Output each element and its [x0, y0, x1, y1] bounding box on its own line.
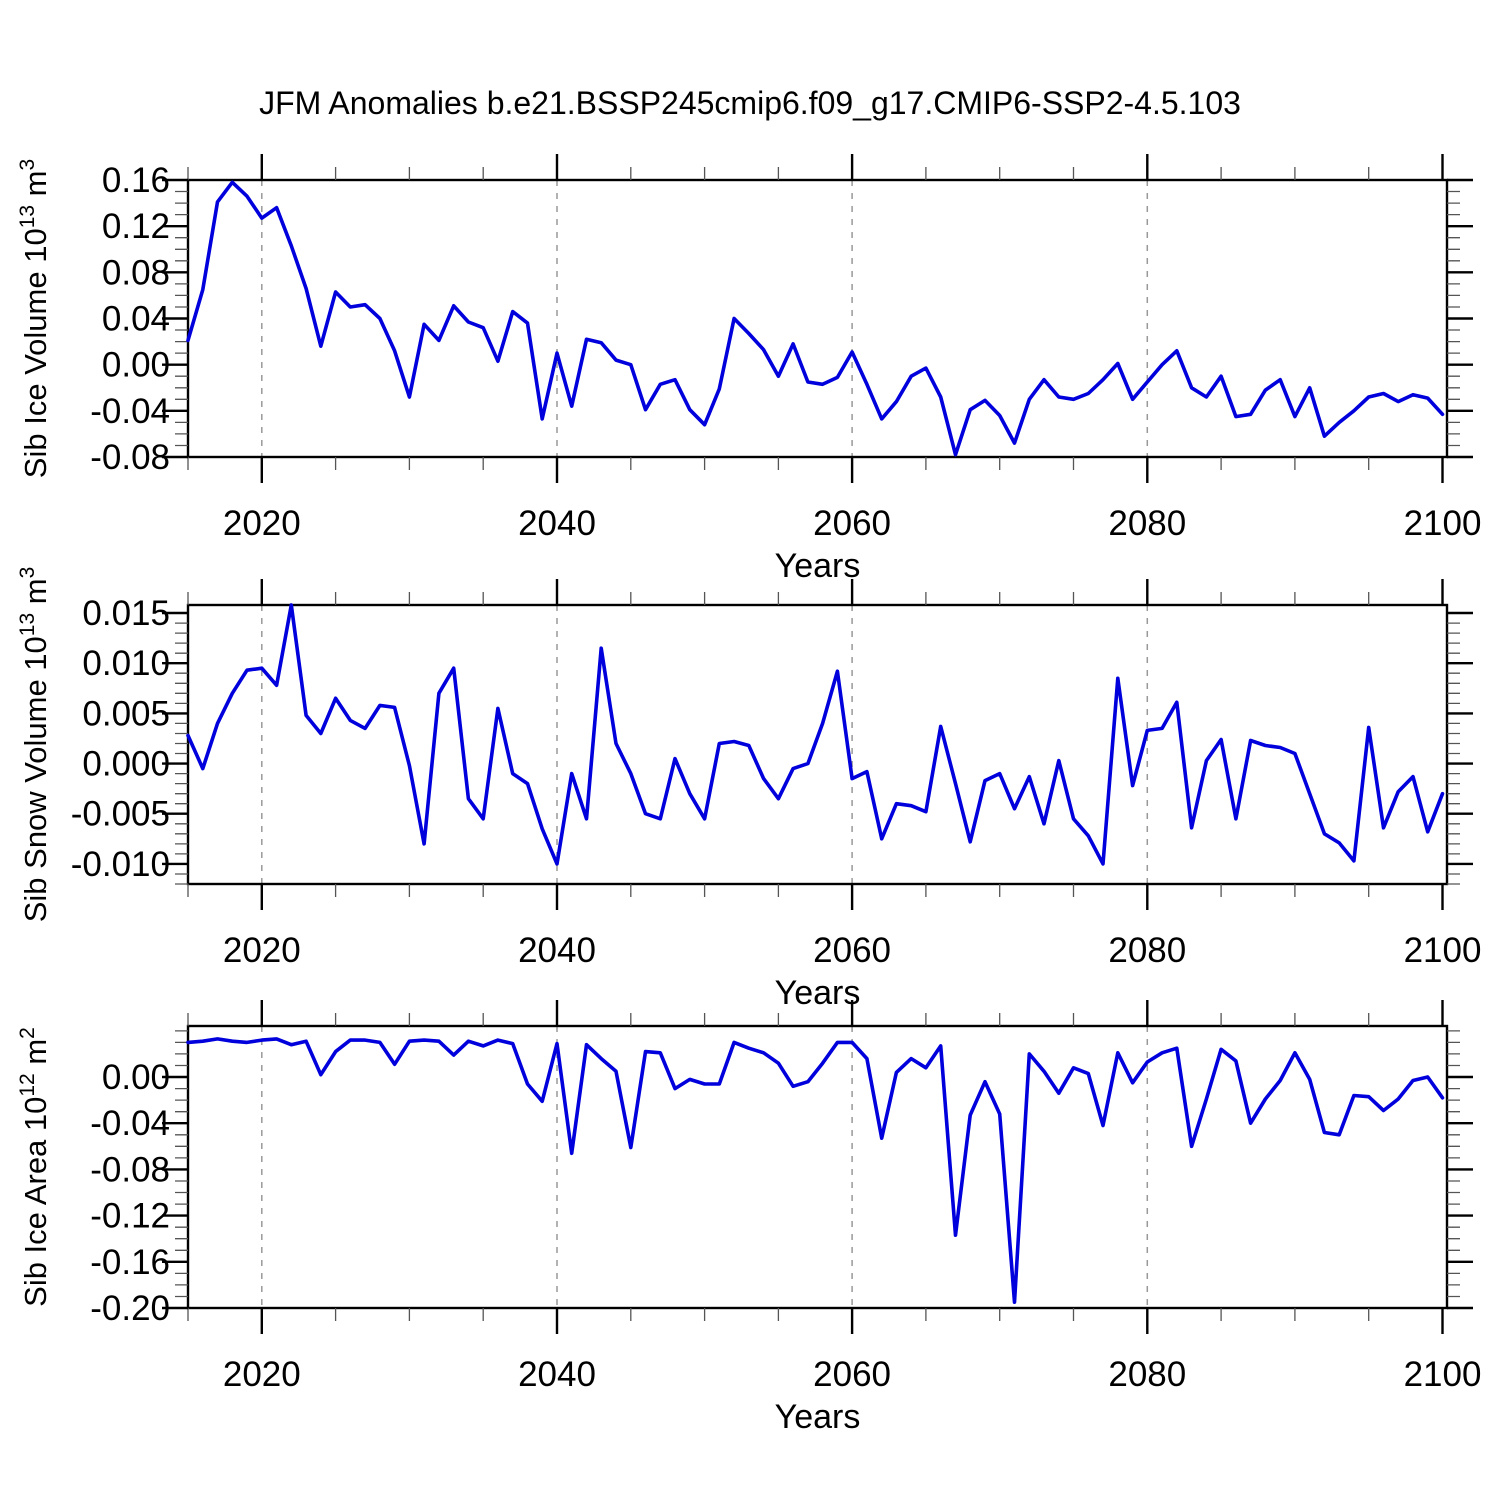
- x-tick-label: 2080: [1108, 931, 1186, 970]
- y-tick-label: -0.16: [90, 1243, 170, 1282]
- y-tick-label: 0.00: [102, 1058, 170, 1097]
- major-ticks: [162, 154, 1473, 483]
- y-tick-labels: 0.015 0.010 0.005 0.000 -0.005 -0.010: [71, 594, 170, 884]
- x-tick-label: 2040: [518, 1355, 596, 1394]
- y-tick-label: -0.04: [90, 1104, 170, 1143]
- y-tick-label: 0.08: [102, 253, 170, 292]
- y-tick-label: 0.010: [82, 644, 170, 683]
- x-tick-label: 2080: [1108, 1355, 1186, 1394]
- plot-frame: [186, 1024, 1449, 1310]
- y-tick-label: -0.20: [90, 1289, 170, 1328]
- minor-ticks: [175, 1013, 1460, 1321]
- minor-ticks: [175, 167, 1460, 470]
- y-tick-label: -0.12: [90, 1197, 170, 1236]
- y-tick-label: -0.08: [90, 1150, 170, 1189]
- x-axis-title: Years: [775, 547, 861, 585]
- series-line-sib-ice-volume: [186, 180, 1445, 457]
- y-axis-title: Sib Ice Area 1012 m2: [16, 1027, 53, 1307]
- major-ticks: [162, 1000, 1473, 1334]
- x-axis-title: Years: [775, 974, 861, 1012]
- x-tick-labels: 2020 2040 2060 2080 2100: [223, 931, 1482, 970]
- x-tick-label: 2080: [1108, 504, 1186, 543]
- panel-sib-snow-volume: 0.015 0.010 0.005 0.000 -0.005 -0.010 2020 2040…: [16, 567, 1481, 1012]
- x-tick-label: 2040: [518, 504, 596, 543]
- y-tick-label: 0.005: [82, 694, 170, 733]
- y-tick-labels: 0.00 -0.04 -0.08 -0.12 -0.16 -0.20: [90, 1058, 170, 1328]
- x-tick-label: 2100: [1404, 1355, 1482, 1394]
- y-tick-label: 0.000: [82, 745, 170, 784]
- dashed-gridlines: [261, 180, 1149, 457]
- x-tick-label: 2060: [813, 504, 891, 543]
- y-tick-label: -0.010: [71, 845, 170, 884]
- x-tick-label: 2020: [223, 504, 301, 543]
- major-ticks: [162, 579, 1473, 910]
- plot-frame: [186, 603, 1449, 886]
- y-tick-label: -0.08: [90, 438, 170, 477]
- y-tick-label: 0.015: [82, 594, 170, 633]
- y-tick-label: 0.12: [102, 207, 170, 246]
- y-tick-label: -0.005: [71, 795, 170, 834]
- y-tick-label: 0.04: [102, 300, 170, 339]
- x-tick-label: 2020: [223, 1355, 301, 1394]
- x-tick-label: 2100: [1404, 931, 1482, 970]
- x-axis-title: Years: [775, 1398, 861, 1436]
- y-tick-label: -0.04: [90, 392, 170, 431]
- series-line-sib-ice-area: [186, 1037, 1445, 1304]
- y-tick-labels: 0.16 0.12 0.08 0.04 0.00 -0.04 -0.08: [90, 161, 170, 477]
- minor-ticks: [175, 592, 1460, 897]
- plot-frame: [186, 178, 1449, 459]
- y-axis-title: Sib Ice Volume 1013 m3: [16, 159, 53, 478]
- chart-title: JFM Anomalies b.e21.BSSP245cmip6.f09_g17…: [259, 85, 1241, 121]
- x-tick-label: 2060: [813, 931, 891, 970]
- dashed-gridlines: [261, 605, 1149, 884]
- x-tick-label: 2040: [518, 931, 596, 970]
- y-tick-label: 0.16: [102, 161, 170, 200]
- x-tick-label: 2020: [223, 931, 301, 970]
- dashed-gridlines: [261, 1026, 1149, 1308]
- x-tick-label: 2100: [1404, 504, 1482, 543]
- panel-sib-ice-area: 0.00 -0.04 -0.08 -0.12 -0.16 -0.20 2020 2040 206…: [16, 1000, 1481, 1436]
- y-axis-title: Sib Snow Volume 1013 m3: [16, 567, 53, 923]
- y-tick-label: 0.00: [102, 346, 170, 385]
- x-tick-labels: 2020 2040 2060 2080 2100: [223, 504, 1482, 543]
- x-tick-labels: 2020 2040 2060 2080 2100: [223, 1355, 1482, 1394]
- x-tick-label: 2060: [813, 1355, 891, 1394]
- series-line-sib-snow-volume: [186, 603, 1445, 866]
